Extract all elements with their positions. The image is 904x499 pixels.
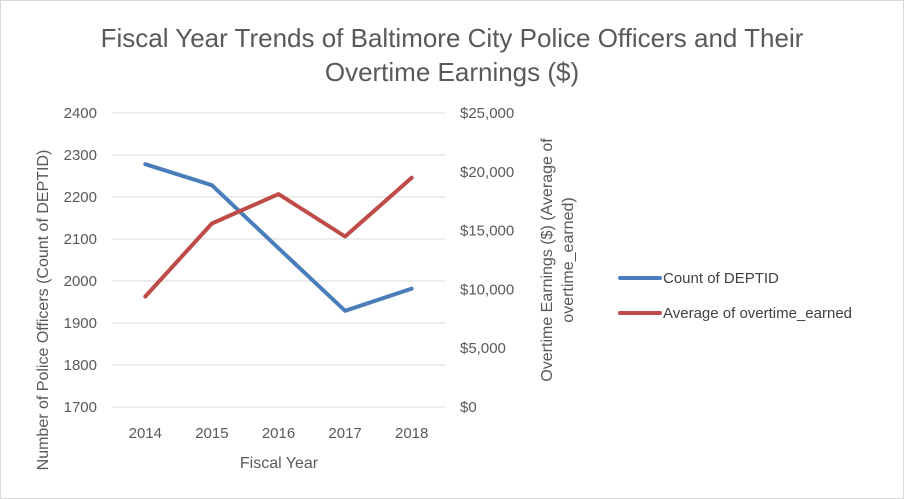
right-tick-label: $20,000 — [460, 164, 514, 181]
right-tick-label: $15,000 — [460, 223, 514, 240]
left-tick-label: 2000 — [64, 273, 97, 290]
series-line-1 — [143, 162, 414, 313]
legend: Count of DEPTID Average of overtime_earne… — [618, 270, 852, 322]
right-tick-label: $5,000 — [460, 340, 506, 357]
chart-title-line-2: Overtime Earnings ($) — [325, 57, 579, 87]
left-tick-label: 2200 — [64, 189, 97, 206]
x-tick-label: 2018 — [395, 425, 428, 442]
right-tick-label: $25,000 — [460, 105, 514, 122]
left-tick-label: 2100 — [64, 231, 97, 248]
x-tick-label: 2017 — [328, 425, 361, 442]
legend-label: Average of overtime_earned — [663, 305, 852, 322]
left-tick-label: 1800 — [64, 357, 97, 374]
x-tick-label: 2014 — [129, 425, 162, 442]
right-axis-title-line-2: overtime_earned) — [560, 197, 577, 322]
x-tick-label: 2015 — [195, 425, 228, 442]
gridlines — [112, 112, 445, 408]
left-tick-label: 2400 — [64, 105, 97, 122]
left-tick-label: 2300 — [64, 147, 97, 164]
right-tick-label: $0 — [460, 399, 477, 416]
right-axis-title-line-1: Overtime Earnings ($) (Average of — [539, 138, 556, 382]
x-axis-ticks: 2014 2015 2016 2017 2018 — [129, 425, 429, 442]
left-axis-ticks: 1700 1800 1900 2000 2100 2200 2300 2400 — [64, 105, 97, 416]
legend-label: Count of DEPTID — [663, 270, 779, 287]
left-tick-label: 1700 — [64, 399, 97, 416]
right-tick-label: $10,000 — [460, 281, 514, 298]
right-axis-title: Overtime Earnings ($) (Average of overti… — [539, 138, 577, 382]
x-axis-title: Fiscal Year — [240, 455, 319, 472]
series-line-2 — [143, 175, 414, 299]
right-axis-ticks: $0 $5,000 $10,000 $15,000 $20,000 $25,000 — [460, 105, 514, 416]
x-tick-label: 2016 — [262, 425, 295, 442]
left-tick-label: 1900 — [64, 315, 97, 332]
left-axis-title: Number of Police Officers (Count of DEPT… — [35, 150, 52, 471]
series-lines — [143, 162, 414, 313]
chart-title-line-1: Fiscal Year Trends of Baltimore City Pol… — [101, 23, 804, 53]
